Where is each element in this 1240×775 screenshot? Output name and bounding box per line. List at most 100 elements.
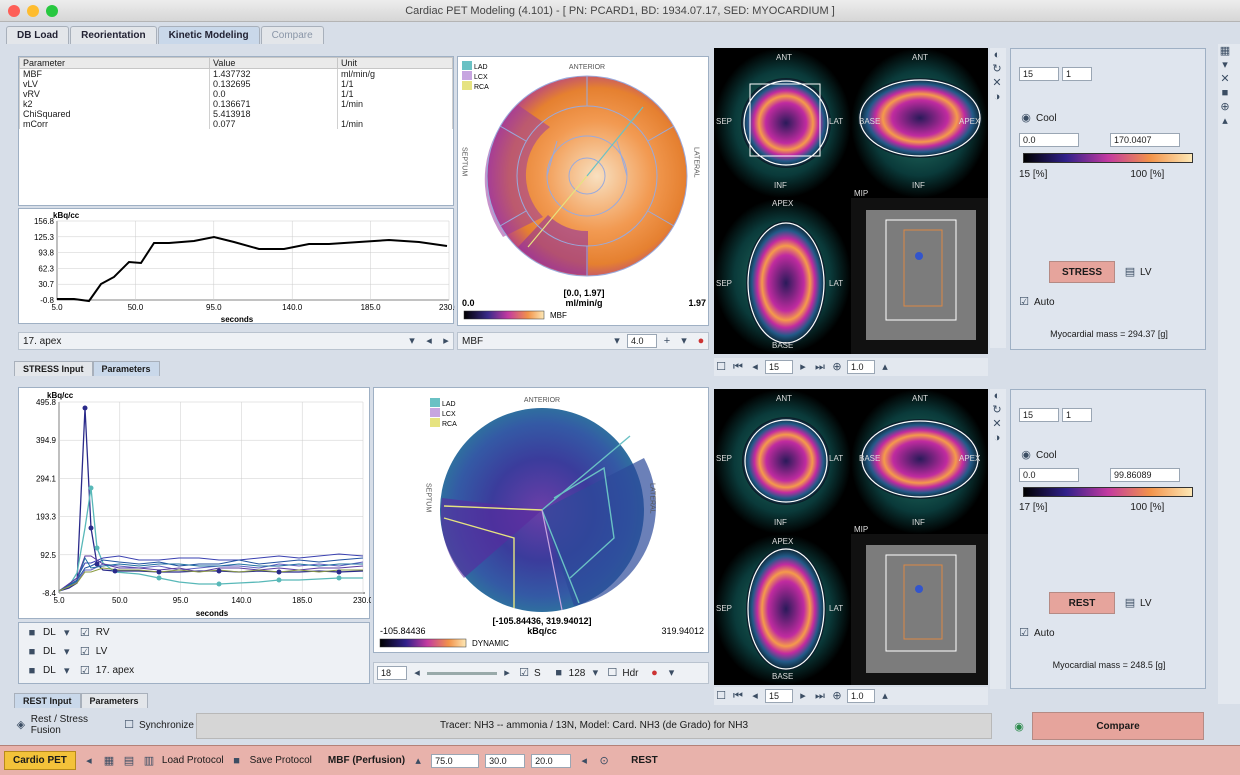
zoom-field[interactable]: 1.0 xyxy=(847,689,875,703)
prev-icon[interactable]: ◂ xyxy=(752,361,758,373)
first-icon[interactable]: ⏮ xyxy=(733,690,743,702)
record-icon[interactable]: ● xyxy=(697,335,705,347)
target-icon[interactable]: ⊙ xyxy=(599,754,609,767)
orient-icon[interactable]: ◐ xyxy=(993,49,1001,61)
mbf-select[interactable]: MBF (Perfusion) xyxy=(327,755,406,766)
first-icon[interactable]: ⏮ xyxy=(733,361,743,373)
v1-field[interactable]: 15 xyxy=(1019,67,1059,81)
tab-parameters-top[interactable]: Parameters xyxy=(92,361,160,376)
frame-slider[interactable] xyxy=(427,671,497,675)
lv-label[interactable]: LV xyxy=(1140,597,1152,609)
record-icon[interactable]: ● xyxy=(651,667,658,679)
cross-icon[interactable]: ✕ xyxy=(992,77,1002,89)
table-row[interactable]: MBF 1.437732 ml/min/g xyxy=(19,68,453,79)
rest-button[interactable]: REST xyxy=(1049,592,1115,614)
chevron-down-icon[interactable]: ▾ xyxy=(614,335,620,347)
save-protocol[interactable]: Save Protocol xyxy=(249,755,312,766)
table-row[interactable]: vRV 0.0 1/1 xyxy=(19,89,453,99)
colormap-select[interactable]: Cool xyxy=(1036,112,1057,124)
table-row[interactable]: ChiSquared 5.413918 xyxy=(19,109,453,119)
cross-icon[interactable]: ✕ xyxy=(992,418,1002,430)
lv-label[interactable]: LV xyxy=(1140,266,1152,278)
chevron-down-icon[interactable]: ▾ xyxy=(64,626,70,639)
prev-icon[interactable]: ◂ xyxy=(752,690,758,702)
grid-icon[interactable]: ▤ xyxy=(123,754,135,767)
layout-icon[interactable]: ▦ xyxy=(103,754,115,767)
plus-icon[interactable]: + xyxy=(663,335,671,347)
save-icon[interactable]: ■ xyxy=(555,667,562,679)
prev-icon[interactable]: ◂ xyxy=(426,335,432,347)
save-icon[interactable]: ■ xyxy=(28,626,36,639)
back-icon[interactable]: ◂ xyxy=(86,754,92,767)
checkbox-icon[interactable]: ☐ xyxy=(124,719,135,731)
load-protocol[interactable]: Load Protocol xyxy=(161,755,224,766)
paste-icon[interactable]: ▦ xyxy=(1219,45,1231,57)
fusion-label[interactable]: Rest / Stress Fusion xyxy=(30,714,88,736)
rotate-icon[interactable]: ↻ xyxy=(992,63,1002,75)
field-3[interactable]: 20.0 xyxy=(531,753,572,768)
chevron-down-icon[interactable]: ▾ xyxy=(64,645,70,658)
next-icon[interactable]: ▸ xyxy=(504,667,510,679)
table-row[interactable]: k2 0.136671 1/min xyxy=(19,99,453,109)
max-field[interactable]: 170.0407 xyxy=(1110,133,1180,147)
list-item[interactable]: ■ DL ▾ ☑ 17. apex xyxy=(19,661,369,680)
list-item[interactable]: ■ DL ▾ ☑ RV xyxy=(19,623,369,642)
zoom-icon[interactable]: ⊕ xyxy=(832,361,842,373)
spin-field[interactable]: 4.0 xyxy=(627,334,657,348)
contrast-icon[interactable]: ◑ xyxy=(993,432,1001,444)
contrast-icon[interactable]: ◑ xyxy=(993,91,1001,103)
close-icon[interactable]: ✕ xyxy=(1220,73,1230,85)
colormap-bar[interactable] xyxy=(1023,487,1193,497)
close-icon[interactable] xyxy=(8,5,20,17)
checkbox-icon[interactable]: ☐ xyxy=(607,667,618,679)
checkbox-icon[interactable]: ☑ xyxy=(1019,296,1029,308)
chevron-down-icon[interactable]: ▾ xyxy=(592,667,599,679)
max-field[interactable]: 99.86089 xyxy=(1110,468,1180,482)
checkbox-icon[interactable]: ☑ xyxy=(79,645,90,658)
prev-icon[interactable]: ◂ xyxy=(581,754,587,767)
save-icon[interactable]: ■ xyxy=(28,645,36,658)
tab-compare[interactable]: Compare xyxy=(260,26,324,44)
slice-field[interactable]: 15 xyxy=(765,360,793,374)
segment-select[interactable]: 17. apex xyxy=(23,335,62,347)
checkbox-icon[interactable]: ☑ xyxy=(1019,627,1029,639)
checkbox-icon[interactable]: ☑ xyxy=(79,626,90,639)
zoom-field[interactable]: 1.0 xyxy=(847,360,875,374)
tab-kinetic-modeling[interactable]: Kinetic Modeling xyxy=(157,26,260,44)
v2-field[interactable]: 1 xyxy=(1062,408,1092,422)
list-item[interactable]: ■ DL ▾ ☑ LV xyxy=(19,642,369,661)
rotate-icon[interactable]: ↻ xyxy=(992,404,1002,416)
ok-icon[interactable]: ◉ xyxy=(1014,721,1024,733)
tab-db-load[interactable]: DB Load xyxy=(6,26,70,44)
next-icon[interactable]: ▸ xyxy=(800,690,806,702)
chevron-up-icon[interactable]: ▴ xyxy=(1222,115,1228,127)
field-2[interactable]: 30.0 xyxy=(485,753,526,768)
table-row[interactable]: vLV 0.132695 1/1 xyxy=(19,79,453,89)
save-icon[interactable]: ■ xyxy=(1221,87,1229,99)
v1-field[interactable]: 15 xyxy=(1019,408,1059,422)
next-icon[interactable]: ▸ xyxy=(443,335,449,347)
minimize-icon[interactable] xyxy=(27,5,39,17)
checkbox-icon[interactable]: ☑ xyxy=(519,667,529,679)
compare-button[interactable]: Compare xyxy=(1032,712,1204,740)
zoom-icon[interactable] xyxy=(46,5,58,17)
chevron-down-icon[interactable]: ▾ xyxy=(1222,59,1228,71)
app-button[interactable]: Cardio PET xyxy=(4,751,76,770)
tab-reorientation[interactable]: Reorientation xyxy=(70,26,157,44)
save-icon[interactable]: ■ xyxy=(28,664,36,677)
colormap-select[interactable]: Cool xyxy=(1036,449,1057,461)
min-field[interactable]: 0.0 xyxy=(1019,133,1079,147)
frame-field[interactable]: 18 xyxy=(377,666,407,680)
tab-parameters-bottom[interactable]: Parameters xyxy=(80,693,148,708)
field-1[interactable]: 75.0 xyxy=(431,753,480,768)
chevron-down-icon[interactable]: ▾ xyxy=(64,664,70,677)
tab-stress-input[interactable]: STRESS Input xyxy=(14,361,93,376)
stress-images[interactable]: ANT ANT SEP LAT BASE APEX INF INF APEX SEP LA… xyxy=(714,48,988,354)
checkbox-icon[interactable]: ☐ xyxy=(716,690,726,702)
param-select[interactable]: MBF xyxy=(462,335,484,347)
orient-icon[interactable]: ◐ xyxy=(993,390,1001,402)
prev-icon[interactable]: ◂ xyxy=(414,667,420,679)
next-icon[interactable]: ▸ xyxy=(800,361,806,373)
stress-button[interactable]: STRESS xyxy=(1049,261,1115,283)
last-icon[interactable]: ⏭ xyxy=(815,690,825,702)
